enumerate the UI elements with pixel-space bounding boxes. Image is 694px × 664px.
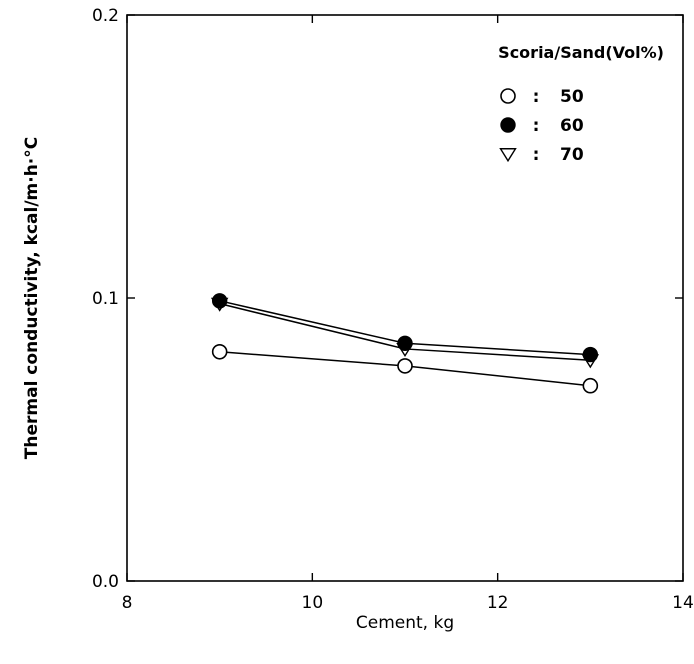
axis-ticks (126, 14, 684, 582)
y-tick-label: 0.2 (92, 6, 119, 26)
legend: Scoria/Sand(Vol%) :50: 60: 70 (498, 43, 664, 165)
x-tick-label: 14 (672, 593, 694, 613)
legend-label-60: 60 (560, 116, 584, 136)
x-axis-label: Cement, kg (356, 613, 454, 633)
series-markers (210, 293, 600, 394)
legend-title: Scoria/Sand(Vol%) (498, 43, 664, 62)
y-tick-label: 0.1 (92, 289, 119, 309)
x-tick-label: 10 (302, 593, 324, 613)
tick-labels: 8 10 12 14 0.0 0.1 0.2 (92, 6, 694, 613)
plot-frame (126, 14, 684, 582)
legend-marker-60 (500, 117, 516, 133)
data-point-50 (211, 343, 228, 360)
data-point-50 (397, 358, 413, 374)
x-tick-label: 8 (122, 593, 133, 613)
data-point-50 (582, 377, 599, 394)
data-point-60 (397, 335, 413, 351)
legend-label-50: 50 (560, 87, 584, 107)
legend-separator: : (533, 116, 540, 136)
legend-marker-50 (500, 88, 516, 104)
legend-label-70: 70 (560, 145, 584, 165)
data-point-60 (582, 346, 599, 363)
legend-separator: : (533, 145, 540, 165)
y-tick-label: 0.0 (92, 572, 119, 592)
x-tick-label: 12 (487, 593, 509, 613)
legend-separator: : (533, 87, 540, 107)
data-point-60 (211, 293, 228, 309)
y-axis-label: Thermal conductivity, kcal/m·h·°C (22, 137, 42, 459)
legend-marker-70 (499, 148, 517, 163)
